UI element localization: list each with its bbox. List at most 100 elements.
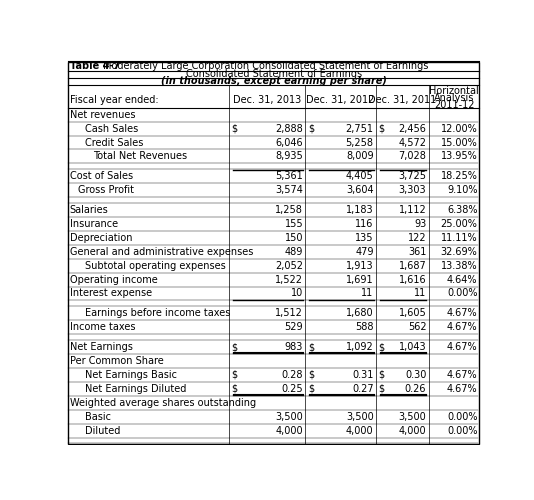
Text: 588: 588 (355, 322, 374, 332)
Text: Fiscal year ended:: Fiscal year ended: (70, 94, 159, 104)
Text: $: $ (378, 370, 384, 380)
Text: 9.10%: 9.10% (447, 185, 477, 195)
Text: 0.25: 0.25 (281, 384, 303, 394)
Text: 3,500: 3,500 (276, 412, 303, 422)
Text: 1,258: 1,258 (275, 205, 303, 215)
Text: 0.00%: 0.00% (447, 412, 477, 422)
Text: 479: 479 (355, 247, 374, 257)
Text: 11: 11 (414, 288, 426, 298)
Text: $: $ (378, 124, 384, 134)
Text: 150: 150 (285, 233, 303, 243)
Text: Dec. 31, 2011: Dec. 31, 2011 (368, 94, 436, 104)
Text: 11.11%: 11.11% (441, 233, 477, 243)
Text: Horizontal: Horizontal (429, 86, 479, 96)
Text: 0.27: 0.27 (352, 384, 374, 394)
Text: Dec. 31, 2012: Dec. 31, 2012 (306, 94, 374, 104)
Text: 529: 529 (285, 322, 303, 332)
Text: 13.95%: 13.95% (441, 152, 477, 162)
Text: 3,303: 3,303 (399, 185, 426, 195)
Text: $: $ (231, 124, 237, 134)
Text: 1,522: 1,522 (275, 274, 303, 284)
Text: 6,046: 6,046 (276, 138, 303, 147)
Text: 4.67%: 4.67% (447, 308, 477, 318)
Text: Interest expense: Interest expense (70, 288, 152, 298)
Text: Operating income: Operating income (70, 274, 158, 284)
Text: Basic: Basic (85, 412, 112, 422)
Text: 155: 155 (285, 219, 303, 229)
Text: Table 4-7: Table 4-7 (70, 61, 127, 71)
Text: 5,361: 5,361 (276, 172, 303, 181)
Text: Net Earnings Diluted: Net Earnings Diluted (85, 384, 187, 394)
Text: 13.38%: 13.38% (441, 260, 477, 270)
Text: Net Earnings: Net Earnings (70, 342, 133, 352)
Text: 2,751: 2,751 (345, 124, 374, 134)
Text: 3,500: 3,500 (346, 412, 374, 422)
Text: (in thousands, except earning per share): (in thousands, except earning per share) (161, 76, 387, 86)
Text: 5,258: 5,258 (345, 138, 374, 147)
Text: $: $ (378, 342, 384, 352)
Text: Diluted: Diluted (85, 426, 121, 436)
Text: 4,572: 4,572 (398, 138, 426, 147)
Text: 1,043: 1,043 (399, 342, 426, 352)
Text: 32.69%: 32.69% (441, 247, 477, 257)
Text: $: $ (308, 124, 314, 134)
Text: Earnings before income taxes: Earnings before income taxes (85, 308, 231, 318)
Text: Credit Sales: Credit Sales (85, 138, 144, 147)
Text: 10: 10 (291, 288, 303, 298)
Text: 3,725: 3,725 (398, 172, 426, 181)
Text: Per Common Share: Per Common Share (70, 356, 163, 366)
Text: 3,604: 3,604 (346, 185, 374, 195)
Text: General and administrative expenses: General and administrative expenses (70, 247, 253, 257)
Text: 6.38%: 6.38% (447, 205, 477, 215)
Text: 116: 116 (355, 219, 374, 229)
Text: 1,691: 1,691 (346, 274, 374, 284)
Text: 4,000: 4,000 (346, 426, 374, 436)
Text: 12.00%: 12.00% (441, 124, 477, 134)
Text: 8,935: 8,935 (276, 152, 303, 162)
Text: Moderately Large Corporation Consolidated Statement of Earnings: Moderately Large Corporation Consolidate… (103, 61, 429, 71)
Text: Cost of Sales: Cost of Sales (70, 172, 133, 181)
Text: 0.31: 0.31 (352, 370, 374, 380)
Text: 361: 361 (408, 247, 426, 257)
Text: 0.30: 0.30 (405, 370, 426, 380)
Text: 4,000: 4,000 (399, 426, 426, 436)
Text: 1,680: 1,680 (346, 308, 374, 318)
Text: 25.00%: 25.00% (441, 219, 477, 229)
Text: 2,888: 2,888 (276, 124, 303, 134)
Text: Weighted average shares outstanding: Weighted average shares outstanding (70, 398, 256, 407)
Text: 1,616: 1,616 (399, 274, 426, 284)
Text: 7,028: 7,028 (398, 152, 426, 162)
Text: Consolidated Statement of Earnings: Consolidated Statement of Earnings (186, 69, 362, 79)
Text: $: $ (308, 370, 314, 380)
Text: 1,512: 1,512 (275, 308, 303, 318)
Text: 2,456: 2,456 (398, 124, 426, 134)
Text: Salaries: Salaries (70, 205, 108, 215)
Text: Dec. 31, 2013: Dec. 31, 2013 (233, 94, 301, 104)
Text: Subtotal operating expenses: Subtotal operating expenses (85, 260, 226, 270)
Text: 3,574: 3,574 (275, 185, 303, 195)
Text: 1,092: 1,092 (346, 342, 374, 352)
Text: 4.67%: 4.67% (447, 342, 477, 352)
Text: Insurance: Insurance (70, 219, 118, 229)
Text: 0.28: 0.28 (281, 370, 303, 380)
Text: 1,913: 1,913 (346, 260, 374, 270)
Text: 4.64%: 4.64% (447, 274, 477, 284)
Text: 3,500: 3,500 (398, 412, 426, 422)
Text: Net Earnings Basic: Net Earnings Basic (85, 370, 177, 380)
Text: 4.67%: 4.67% (447, 384, 477, 394)
Text: Income taxes: Income taxes (70, 322, 135, 332)
Text: 135: 135 (355, 233, 374, 243)
Text: Total Net Revenues: Total Net Revenues (93, 152, 187, 162)
Text: $: $ (308, 342, 314, 352)
Text: $: $ (378, 384, 384, 394)
Text: 983: 983 (285, 342, 303, 352)
Text: 1,605: 1,605 (398, 308, 426, 318)
Text: 8,009: 8,009 (346, 152, 374, 162)
Text: Net revenues: Net revenues (70, 110, 135, 120)
Text: 562: 562 (408, 322, 426, 332)
Text: $: $ (231, 342, 237, 352)
Text: 4.67%: 4.67% (447, 370, 477, 380)
Text: 4.67%: 4.67% (447, 322, 477, 332)
Text: 122: 122 (408, 233, 426, 243)
Text: 0.26: 0.26 (405, 384, 426, 394)
